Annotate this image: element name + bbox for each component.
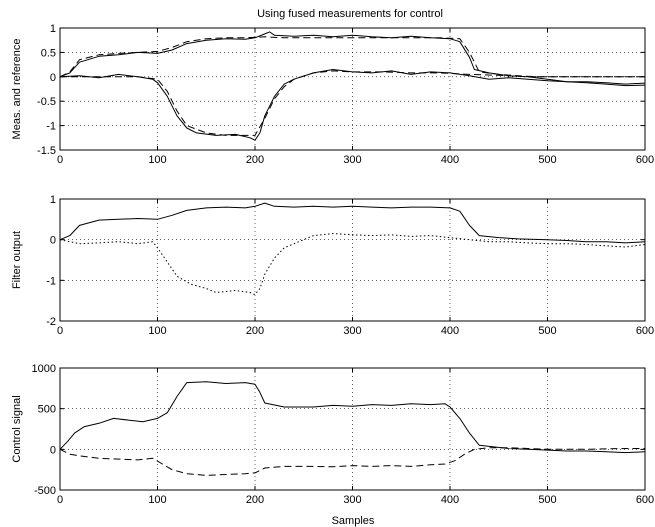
series-line-0-2	[59, 69, 646, 141]
series-line-0-1	[59, 36, 645, 78]
y-tick-label: 1	[50, 23, 56, 35]
x-tick-label: 500	[538, 154, 556, 166]
series-line-1-0	[59, 202, 646, 244]
x-tick-label: 400	[441, 325, 459, 337]
panel-2-xlabel: Samples	[332, 515, 375, 527]
x-tick-label: 0	[57, 154, 63, 166]
y-tick-label: 1000	[32, 363, 56, 375]
y-tick-label: -500	[34, 485, 56, 497]
series-line-2-0	[59, 381, 646, 454]
panel-middle-filter-output: Filter output 0 100 200 300 400 500 600 -2 -1 0 1	[11, 194, 654, 337]
x-tick-label: 100	[148, 325, 166, 337]
y-tick-label: -0.5	[37, 96, 56, 108]
x-tick-label: 400	[441, 154, 459, 166]
x-tick-label: 0	[57, 325, 63, 337]
x-tick-label: 200	[246, 325, 264, 337]
series-line-0-0	[59, 31, 646, 87]
series-line-2-1	[59, 447, 645, 476]
y-tick-label: 1	[50, 194, 56, 206]
y-tick-label: 0.5	[41, 47, 56, 59]
y-tick-label: 0	[50, 444, 56, 456]
y-tick-label: 500	[38, 404, 56, 416]
panel-0-ylabel: Meas. and reference	[11, 39, 23, 140]
y-tick-label: 0	[50, 235, 56, 247]
panel-bottom-control-signal: Control signal Samples 0 100 200 300 400 500 6…	[11, 363, 654, 527]
x-tick-label: 500	[538, 325, 556, 337]
x-tick-label: 200	[246, 494, 264, 506]
series-line-0-3	[60, 70, 645, 136]
y-tick-label: -1	[46, 275, 56, 287]
panel-0-title: Using fused measurements for control	[257, 8, 443, 20]
panel-top-measurements: Using fused measurements for control Mea…	[11, 8, 654, 166]
y-tick-label: -1	[46, 121, 56, 133]
series-line-1-1	[59, 233, 646, 296]
x-tick-label: 600	[636, 154, 654, 166]
x-tick-label: 600	[636, 494, 654, 506]
x-tick-label: 500	[538, 494, 556, 506]
x-tick-label: 100	[148, 494, 166, 506]
y-tick-label: -1.5	[37, 145, 56, 157]
x-tick-label: 300	[343, 494, 361, 506]
x-tick-label: 100	[148, 154, 166, 166]
x-tick-label: 200	[246, 154, 264, 166]
x-tick-label: 600	[636, 325, 654, 337]
x-tick-label: 300	[343, 154, 361, 166]
x-tick-label: 0	[57, 494, 63, 506]
y-tick-label: 0	[50, 72, 56, 84]
x-tick-label: 400	[441, 494, 459, 506]
panel-1-ylabel: Filter output	[11, 231, 23, 289]
panel-2-ylabel: Control signal	[11, 395, 23, 462]
x-tick-label: 300	[343, 325, 361, 337]
y-tick-label: -2	[46, 316, 56, 328]
